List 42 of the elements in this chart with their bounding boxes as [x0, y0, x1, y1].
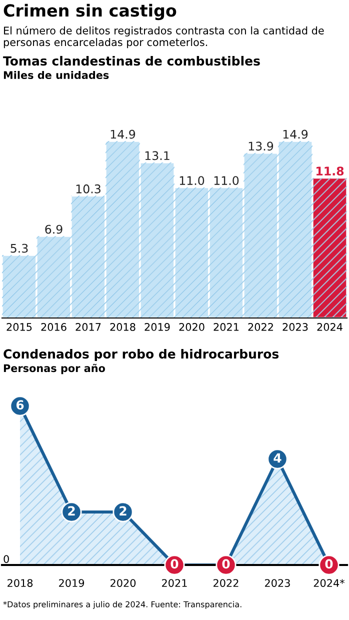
data-label: 11.8: [316, 166, 344, 176]
x-tick-label: 2023: [282, 323, 308, 331]
data-label: 13.1: [145, 151, 170, 160]
x-tick-label: 2016: [41, 323, 66, 331]
annotation: 0: [4, 555, 9, 563]
x-tick-label: 2024: [317, 323, 342, 331]
chart-title: Condenados por robo de hidrocarburos: [4, 348, 279, 362]
data-label: 2: [68, 506, 75, 516]
data-label: 10.3: [76, 184, 100, 194]
x-tick-label: 2019: [144, 323, 170, 331]
data-label: 2: [120, 506, 126, 516]
chart-subtitle: Miles de unidades: [4, 70, 109, 80]
x-tick-label: 2020: [179, 323, 204, 331]
x-tick-label: 2015: [6, 323, 32, 331]
data-label: 0: [170, 559, 178, 569]
data-label: 5.3: [10, 244, 28, 253]
x-tick-label: 2017: [76, 323, 101, 331]
text: Crimen sin castigo: [4, 4, 176, 20]
data-label: 14.9: [110, 130, 136, 139]
x-tick-label: 2018: [110, 323, 136, 331]
x-tick-label: 2019: [59, 579, 84, 587]
chart-subtitle: Personas por año: [4, 364, 105, 374]
data-label: 4: [274, 453, 282, 462]
data-label: 0: [222, 559, 230, 569]
data-label: 0: [325, 559, 333, 569]
x-tick-label: 2024*: [314, 579, 345, 587]
x-tick-label: 2021: [214, 323, 239, 331]
data-label: 6: [16, 400, 24, 410]
text: El número de delitos registrados contrasta con la cantidad de personas encarceladas por cometerlos.: [4, 26, 324, 48]
chart-title: Tomas clandestinas de combustibles: [3, 56, 260, 66]
data-label: 13.9: [248, 142, 274, 151]
x-tick-label: 2018: [8, 579, 33, 587]
data-label: 14.9: [283, 130, 308, 139]
x-tick-label: 2022: [248, 323, 273, 331]
data-label: 11.0: [180, 176, 204, 186]
x-tick-label: 2021: [162, 579, 187, 587]
x-tick-label: 2023: [264, 579, 290, 587]
data-label: 11.0: [214, 176, 239, 186]
text: *Datos preliminares a julio de 2024. Fuente: Transparencia.: [3, 601, 242, 609]
x-tick-label: 2022: [214, 579, 238, 587]
x-tick-label: 2020: [110, 579, 136, 587]
data-label: 6.9: [45, 224, 62, 234]
